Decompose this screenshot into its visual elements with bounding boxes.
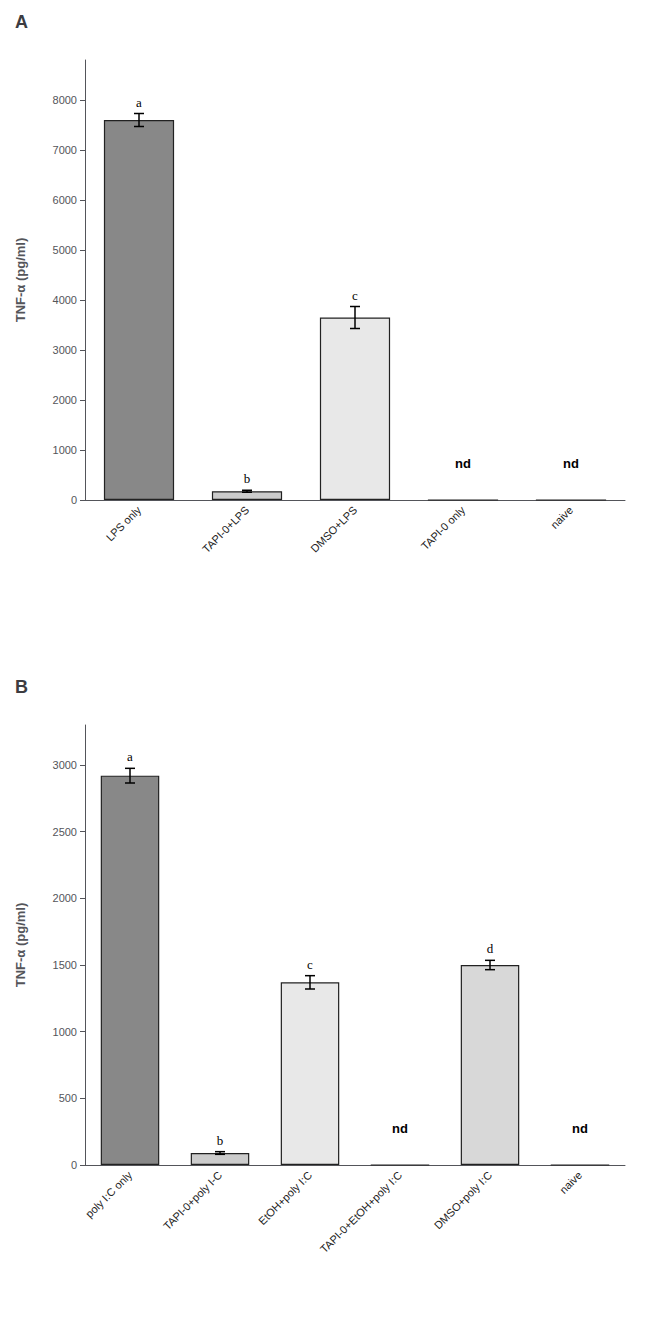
svg-text:6000: 6000 [53, 194, 77, 206]
svg-text:0: 0 [71, 494, 77, 506]
svg-text:4000: 4000 [53, 294, 77, 306]
svg-text:d: d [487, 941, 494, 956]
svg-text:3000: 3000 [53, 344, 77, 356]
svg-text:TNF-α (pg/ml): TNF-α (pg/ml) [13, 238, 28, 323]
svg-text:B: B [15, 677, 28, 697]
svg-text:1500: 1500 [53, 959, 77, 971]
svg-text:a: a [136, 95, 142, 110]
svg-text:2000: 2000 [53, 394, 77, 406]
svg-text:TAPI-0+EtOH+poly I:C: TAPI-0+EtOH+poly I:C [318, 1169, 405, 1256]
svg-text:LPS only: LPS only [104, 503, 144, 543]
svg-text:1000: 1000 [53, 444, 77, 456]
svg-text:c: c [352, 288, 358, 303]
svg-text:naive: naive [548, 504, 575, 531]
svg-text:b: b [244, 471, 251, 486]
svg-text:c: c [307, 957, 313, 972]
svg-text:TAPI-0+poly I-C: TAPI-0+poly I-C [161, 1169, 224, 1232]
svg-text:TAPI-0 only: TAPI-0 only [419, 503, 468, 552]
svg-text:TAPI-0+LPS: TAPI-0+LPS [200, 504, 251, 555]
svg-text:2000: 2000 [53, 892, 77, 904]
svg-text:nd: nd [455, 456, 471, 471]
svg-text:TNF-α (pg/ml): TNF-α (pg/ml) [13, 903, 28, 988]
svg-text:500: 500 [59, 1092, 77, 1104]
svg-text:1000: 1000 [53, 1026, 77, 1038]
svg-text:7000: 7000 [53, 144, 77, 156]
svg-text:a: a [127, 749, 133, 764]
svg-text:5000: 5000 [53, 244, 77, 256]
svg-text:EtOH+poly I:C: EtOH+poly I:C [256, 1169, 314, 1227]
svg-text:DMSO+LPS: DMSO+LPS [308, 504, 359, 555]
svg-text:poly I:C only: poly I:C only [83, 1168, 135, 1220]
svg-text:DMSO+poly I:C: DMSO+poly I:C [432, 1169, 495, 1232]
svg-text:3000: 3000 [53, 759, 77, 771]
svg-text:A: A [15, 12, 28, 32]
svg-text:8000: 8000 [53, 94, 77, 106]
svg-text:b: b [217, 1133, 224, 1148]
svg-text:nd: nd [572, 1121, 588, 1136]
svg-text:naive: naive [557, 1169, 584, 1196]
svg-text:2500: 2500 [53, 826, 77, 838]
svg-text:0: 0 [71, 1159, 77, 1171]
svg-text:nd: nd [563, 456, 579, 471]
svg-text:nd: nd [392, 1121, 408, 1136]
